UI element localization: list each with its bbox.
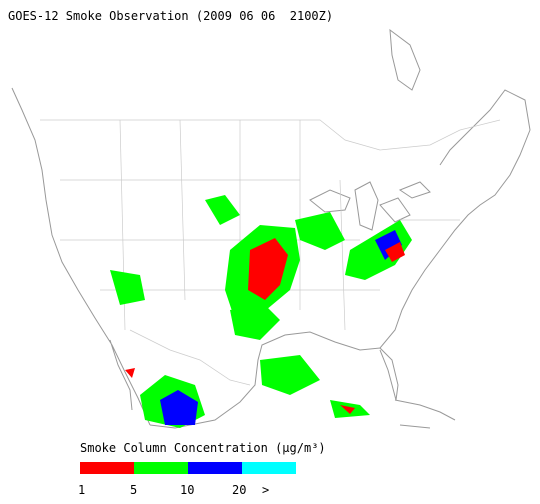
- legend-label: 10: [180, 483, 194, 497]
- legend-title: Smoke Column Concentration (μg/m³): [80, 441, 326, 455]
- legend-label: 5: [130, 483, 137, 497]
- legend: 1 5 10 20 >: [78, 462, 296, 497]
- island: [389, 28, 421, 91]
- great-lakes: [309, 181, 431, 231]
- smoke-area: [110, 195, 370, 418]
- smoke-observations: [110, 195, 412, 428]
- smoke-area: [230, 305, 280, 340]
- smoke-area: [248, 238, 288, 300]
- legend-swatch: [134, 462, 188, 474]
- legend-label: >: [262, 483, 269, 497]
- mexico-border: [129, 329, 251, 386]
- west-coast: [11, 87, 151, 426]
- legend-label: 1: [78, 483, 85, 497]
- smoke-area: [385, 242, 405, 262]
- legend-label: 20: [232, 483, 246, 497]
- caribbean: [394, 399, 456, 429]
- map-title: GOES-12 Smoke Observation (2009 06 06 21…: [8, 9, 333, 23]
- gulf-coast: [149, 331, 399, 429]
- smoke-area: [160, 390, 198, 425]
- legend-swatch: [188, 462, 242, 474]
- east-coast: [379, 89, 531, 349]
- smoke-area: [375, 230, 402, 260]
- smoke-area: [295, 212, 345, 250]
- legend-swatch: [80, 462, 134, 474]
- legend-swatch: [242, 462, 296, 474]
